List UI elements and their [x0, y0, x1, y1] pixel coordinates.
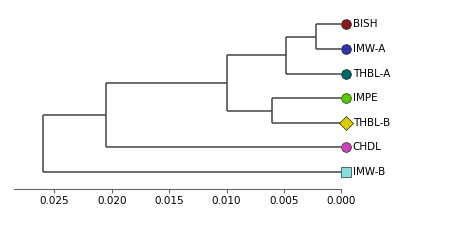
Text: BISH: BISH — [353, 19, 377, 29]
Text: IMW-B: IMW-B — [353, 167, 385, 177]
Text: IMW-A: IMW-A — [353, 44, 385, 54]
Text: IMPE: IMPE — [353, 93, 377, 103]
Text: THBL-A: THBL-A — [353, 69, 390, 79]
Text: CHDL: CHDL — [353, 143, 382, 152]
Text: THBL-B: THBL-B — [353, 118, 390, 128]
